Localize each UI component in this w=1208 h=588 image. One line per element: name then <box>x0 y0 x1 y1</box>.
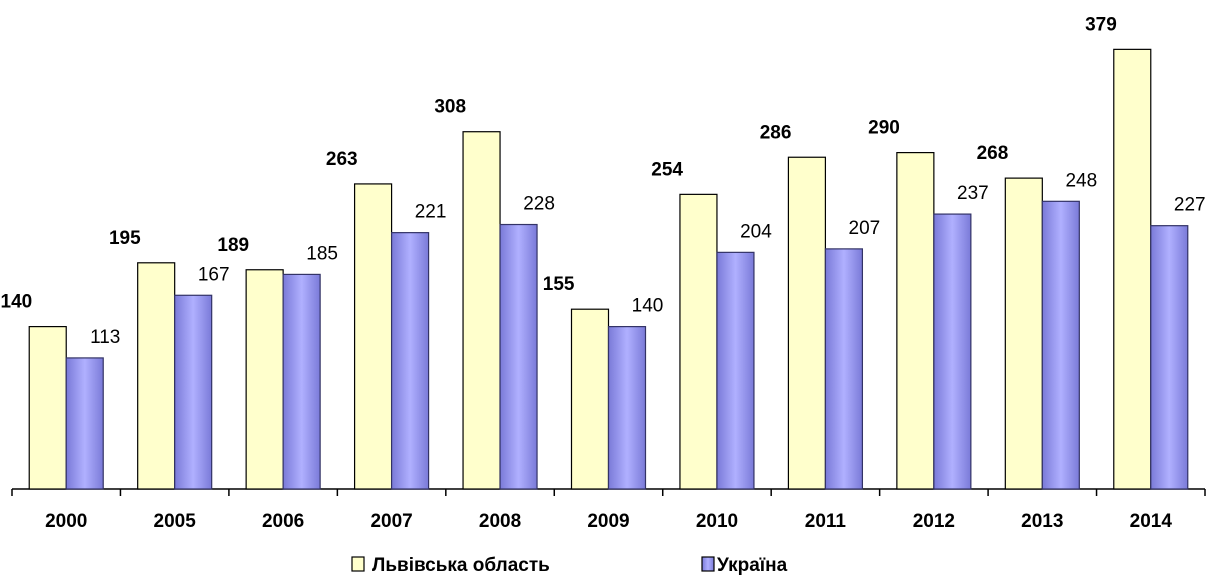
bar <box>174 294 213 490</box>
data-label: 237 <box>957 183 989 204</box>
data-label: 189 <box>217 235 249 256</box>
data-label: 155 <box>543 274 575 295</box>
bar <box>933 213 972 490</box>
bar <box>607 326 647 490</box>
bar <box>499 223 538 490</box>
data-label: 207 <box>849 218 881 239</box>
bar <box>282 273 321 490</box>
bar <box>1113 48 1152 490</box>
bar <box>1004 177 1043 490</box>
x-tick-label: 2012 <box>913 511 955 532</box>
bar <box>390 232 430 490</box>
data-label: 113 <box>90 327 120 348</box>
data-label: 379 <box>1085 14 1117 35</box>
x-tick-label: 2011 <box>805 511 847 532</box>
data-label: 221 <box>415 202 447 223</box>
x-tick-label: 2009 <box>587 511 629 532</box>
legend-label: Україна <box>717 555 788 576</box>
data-label: 290 <box>868 118 900 139</box>
bar <box>896 152 935 490</box>
x-tick-label: 2005 <box>154 511 197 532</box>
bar <box>353 183 393 490</box>
bar <box>65 357 104 490</box>
data-label: 140 <box>1 292 33 313</box>
data-label: 185 <box>306 243 338 264</box>
x-tick-label: 2008 <box>479 511 521 532</box>
data-label: 228 <box>523 194 555 215</box>
x-tick-label: 2007 <box>370 511 412 532</box>
bar <box>28 326 67 490</box>
bar <box>716 251 755 490</box>
bar <box>462 131 501 490</box>
x-tick-label: 2000 <box>45 511 87 532</box>
bar <box>245 269 284 490</box>
bar <box>679 193 718 490</box>
legend-swatch <box>351 556 365 572</box>
x-tick-label: 2013 <box>1021 511 1063 532</box>
bar <box>824 248 864 490</box>
x-tick-label: 2010 <box>696 511 738 532</box>
data-label: 268 <box>977 143 1009 164</box>
data-label: 227 <box>1174 195 1206 216</box>
data-label: 140 <box>632 296 664 317</box>
data-label: 195 <box>109 228 141 249</box>
bar <box>787 156 827 490</box>
legend-swatch <box>701 556 715 572</box>
bar <box>570 308 610 490</box>
data-label: 248 <box>1065 170 1097 191</box>
data-label: 167 <box>198 264 230 285</box>
data-label: 308 <box>434 97 466 118</box>
data-label: 263 <box>326 149 358 170</box>
data-label: 204 <box>740 221 772 242</box>
x-tick-label: 2014 <box>1130 511 1173 532</box>
bar <box>1041 200 1080 490</box>
bar <box>137 262 176 490</box>
legend-label: Львівська область <box>372 555 550 576</box>
x-tick-label: 2006 <box>262 511 304 532</box>
bar <box>1150 225 1189 490</box>
data-label: 254 <box>651 159 683 180</box>
data-label: 286 <box>760 122 792 143</box>
